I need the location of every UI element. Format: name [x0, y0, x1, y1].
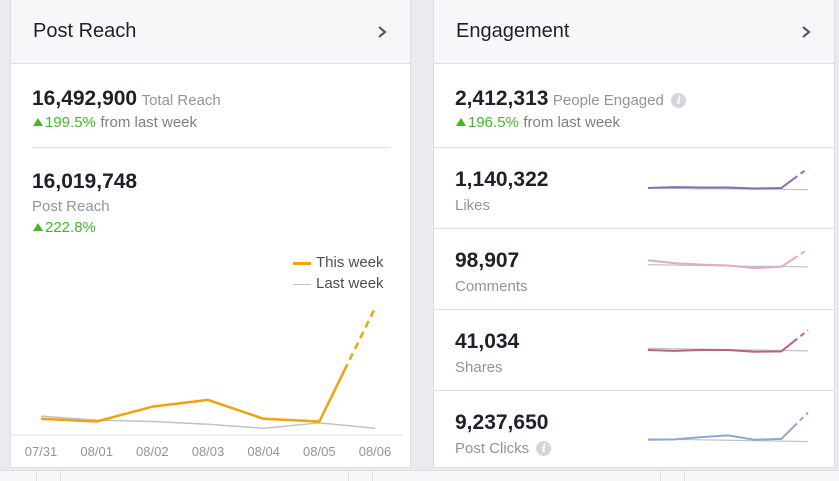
comments-value: 98,907	[455, 249, 520, 272]
post-reach-value: 16,019,748	[32, 170, 138, 193]
people-engaged-label: People Engaged	[552, 92, 664, 109]
legend-last-week-label: Last week	[316, 275, 384, 292]
sparkline-this-week	[647, 341, 794, 353]
people-engaged-change: 196.5% from last week	[456, 114, 620, 132]
x-tick-label: 07/31	[25, 444, 58, 459]
bottom-divider	[36, 471, 37, 481]
sparkline-projection	[792, 329, 809, 343]
total-reach-label: Total Reach	[141, 92, 221, 109]
sparkline-projection	[792, 248, 809, 260]
likes-sparkline	[647, 167, 809, 191]
legend-last-week: Last week	[293, 275, 384, 292]
sparkline-this-week	[647, 178, 794, 190]
last-week-swatch	[293, 283, 311, 285]
chevron-right-icon[interactable]	[798, 24, 814, 40]
post-reach-label: Post Reach	[32, 198, 110, 215]
post-clicks-sparkline	[647, 411, 809, 443]
x-tick-label: 08/03	[192, 444, 225, 459]
legend-this-week-label: This week	[316, 254, 384, 271]
bottom-divider	[60, 471, 61, 481]
metric-row-post-clicks[interactable]: 9,237,650 Post Clicks i	[434, 390, 834, 467]
bottom-divider	[348, 471, 349, 481]
post-clicks-label-wrap: Post Clicks i	[455, 440, 552, 457]
up-arrow-icon	[33, 223, 43, 231]
bottom-divider	[684, 471, 685, 481]
bottom-toolbar	[0, 470, 839, 481]
x-tick-label: 08/04	[247, 444, 280, 459]
sparkline-this-week	[647, 258, 794, 270]
sparkline-projection	[792, 167, 809, 180]
x-tick-label: 08/02	[136, 444, 169, 459]
people-engaged-change-suffix: from last week	[523, 114, 621, 131]
shares-value: 41,034	[455, 330, 520, 353]
post-reach-chart: 07/31 08/01 08/02 08/03 08/04 08/05 08/06	[11, 307, 403, 459]
post-reach-change: 222.8%	[33, 219, 96, 237]
sparkline-this-week	[647, 426, 795, 441]
metric-row-comments[interactable]: 98,907 Comments	[434, 228, 834, 309]
this-week-swatch	[293, 261, 311, 265]
legend-this-week: This week	[293, 254, 384, 271]
people-engaged-stat: 2,412,313 People Engaged i	[455, 87, 687, 111]
series-this-week-line	[40, 369, 346, 423]
shares-label: Shares	[455, 359, 503, 376]
people-engaged-value: 2,412,313	[455, 87, 549, 110]
series-last-week-line	[40, 415, 376, 430]
bottom-divider	[660, 471, 661, 481]
shares-sparkline	[647, 329, 809, 353]
post-reach-title: Post Reach	[33, 20, 137, 42]
divider	[32, 147, 390, 148]
total-reach-change-value: 199.5%	[45, 114, 96, 131]
post-reach-header[interactable]: Post Reach	[11, 0, 410, 64]
post-clicks-label: Post Clicks	[455, 440, 530, 457]
total-reach-change: 199.5% from last week	[33, 114, 197, 132]
x-tick-label: 08/05	[303, 444, 336, 459]
x-tick-label: 08/06	[359, 444, 392, 459]
post-reach-change-value: 222.8%	[45, 219, 96, 236]
bottom-divider	[372, 471, 373, 481]
total-reach-value: 16,492,900	[32, 87, 138, 110]
total-reach-change-suffix: from last week	[100, 114, 198, 131]
chevron-right-icon[interactable]	[374, 24, 390, 40]
total-reach-stat: 16,492,900 Total Reach	[32, 87, 221, 111]
likes-label: Likes	[455, 197, 491, 214]
info-icon[interactable]: i	[536, 441, 552, 456]
engagement-title: Engagement	[456, 20, 570, 42]
post-clicks-value: 9,237,650	[455, 411, 549, 434]
comments-label: Comments	[455, 278, 528, 295]
post-reach-card: Post Reach 16,492,900 Total Reach 199.5%…	[10, 0, 411, 468]
series-this-week-projection	[343, 307, 377, 372]
likes-value: 1,140,322	[455, 168, 549, 191]
engagement-card: Engagement 2,412,313 People Engaged i 19…	[433, 0, 835, 468]
up-arrow-icon	[456, 118, 466, 126]
metric-row-likes[interactable]: 1,140,322 Likes	[434, 147, 834, 228]
sparkline-projection	[792, 411, 809, 428]
comments-sparkline	[647, 248, 809, 270]
metric-row-shares[interactable]: 41,034 Shares	[434, 309, 834, 390]
x-tick-label: 08/01	[80, 444, 113, 459]
engagement-header[interactable]: Engagement	[434, 0, 834, 64]
people-engaged-change-value: 196.5%	[468, 114, 519, 131]
sparkline-last-week	[647, 187, 809, 191]
up-arrow-icon	[33, 118, 43, 126]
info-icon[interactable]: i	[671, 93, 687, 108]
